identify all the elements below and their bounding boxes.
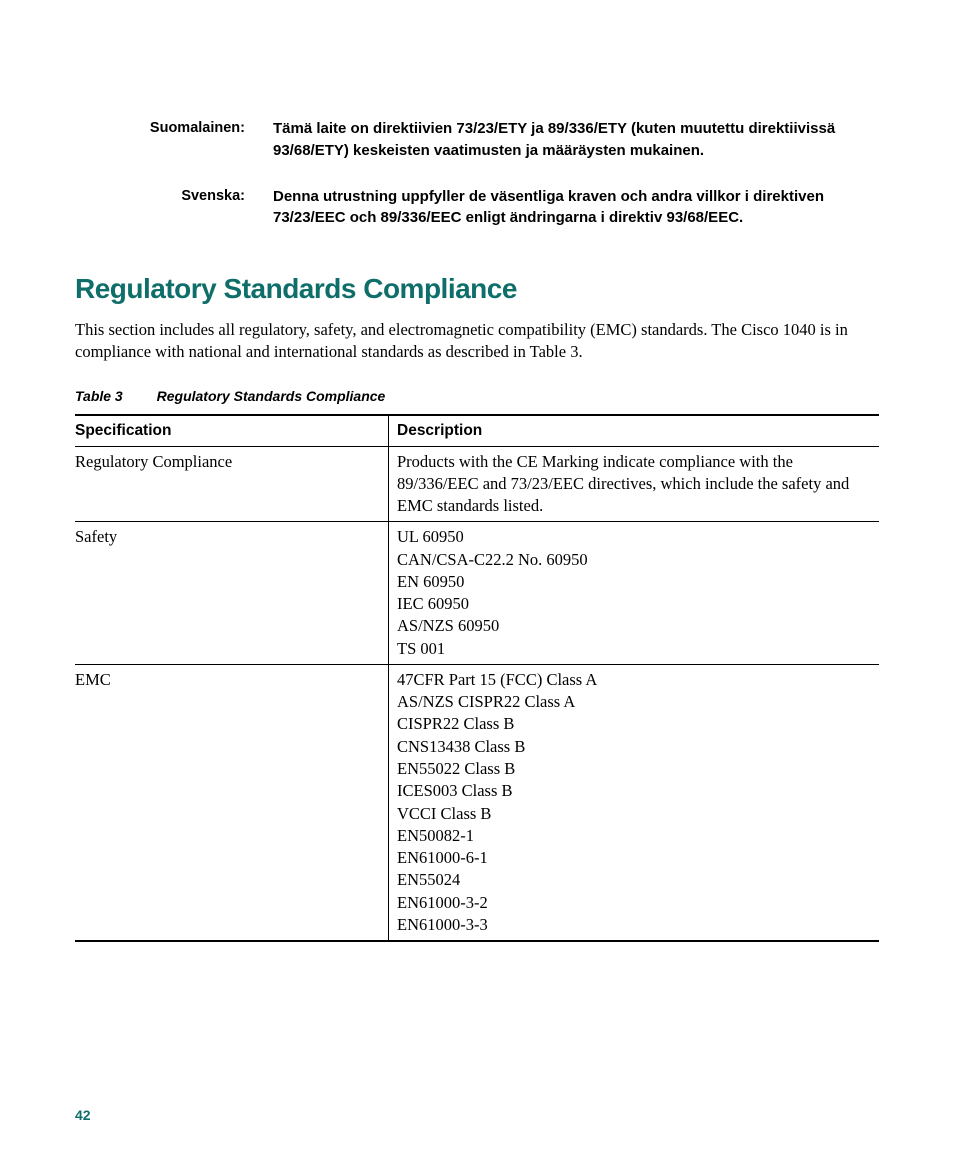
cell-specification: Safety bbox=[75, 522, 389, 665]
table-caption-title: Regulatory Standards Compliance bbox=[157, 388, 386, 404]
col-header-specification: Specification bbox=[75, 415, 389, 447]
cell-specification: Regulatory Compliance bbox=[75, 446, 389, 522]
table-row: Safety UL 60950CAN/CSA-C22.2 No. 60950EN… bbox=[75, 522, 879, 665]
language-row: Suomalainen: Tämä laite on direktiivien … bbox=[110, 118, 879, 162]
cell-description: UL 60950CAN/CSA-C22.2 No. 60950EN 60950I… bbox=[389, 522, 880, 665]
language-label: Svenska: bbox=[110, 186, 273, 230]
table-row: Regulatory Compliance Products with the … bbox=[75, 446, 879, 522]
cell-description: Products with the CE Marking indicate co… bbox=[389, 446, 880, 522]
language-label: Suomalainen: bbox=[110, 118, 273, 162]
table-row: EMC 47CFR Part 15 (FCC) Class AAS/NZS CI… bbox=[75, 664, 879, 941]
page-number: 42 bbox=[75, 1107, 91, 1123]
language-text: Denna utrustning uppfyller de väsentliga… bbox=[273, 186, 879, 230]
document-page: Suomalainen: Tämä laite on direktiivien … bbox=[0, 0, 954, 1159]
language-statements: Suomalainen: Tämä laite on direktiivien … bbox=[75, 118, 879, 229]
cell-specification: EMC bbox=[75, 664, 389, 941]
language-row: Svenska: Denna utrustning uppfyller de v… bbox=[110, 186, 879, 230]
compliance-table: Specification Description Regulatory Com… bbox=[75, 414, 879, 943]
section-heading: Regulatory Standards Compliance bbox=[75, 273, 879, 305]
table-header-row: Specification Description bbox=[75, 415, 879, 447]
language-text: Tämä laite on direktiivien 73/23/ETY ja … bbox=[273, 118, 879, 162]
content-area: Suomalainen: Tämä laite on direktiivien … bbox=[0, 0, 954, 942]
table-caption: Table 3 Regulatory Standards Compliance bbox=[75, 388, 879, 404]
section-body: This section includes all regulatory, sa… bbox=[75, 319, 879, 364]
cell-description: 47CFR Part 15 (FCC) Class AAS/NZS CISPR2… bbox=[389, 664, 880, 941]
col-header-description: Description bbox=[389, 415, 880, 447]
table-caption-number: Table 3 bbox=[75, 388, 153, 404]
